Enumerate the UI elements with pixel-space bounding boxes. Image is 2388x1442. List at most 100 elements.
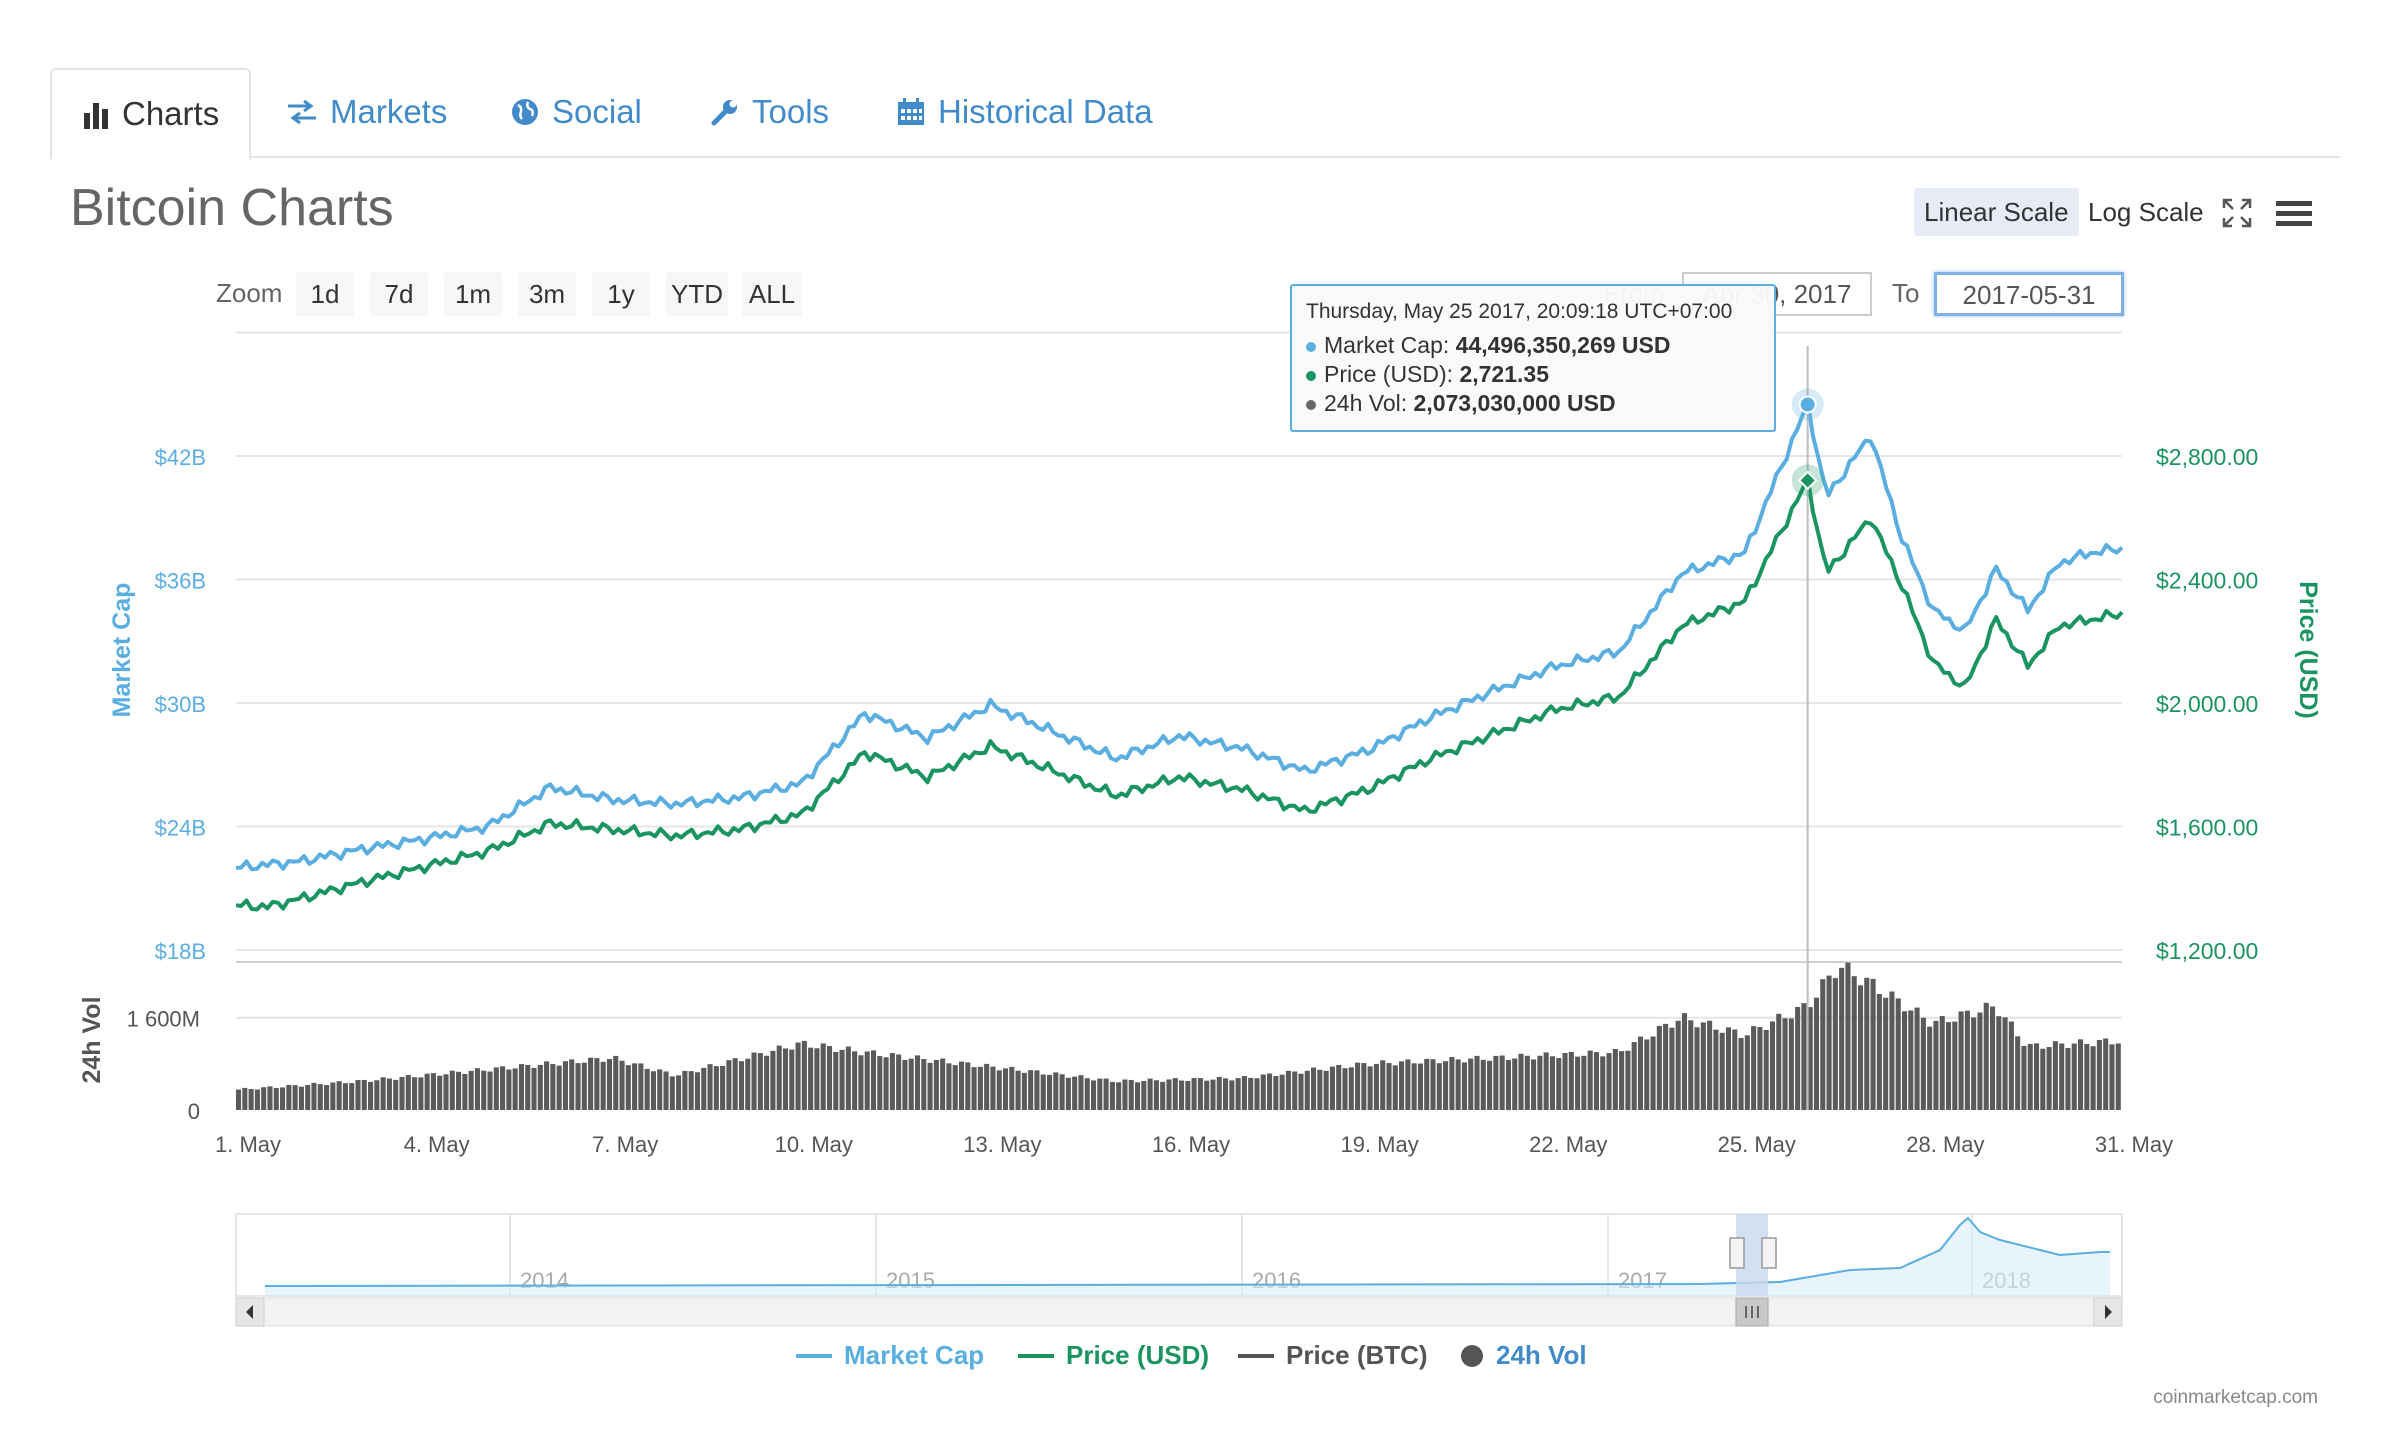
legend-item-volume[interactable]: 24h Vol (1460, 1340, 1587, 1371)
navigator-handle-left[interactable] (1729, 1237, 1745, 1269)
volume-bar (958, 1061, 965, 1110)
zoom-all-button[interactable]: ALL (742, 272, 802, 316)
volume-bar (1562, 1053, 1568, 1110)
volume-bar (946, 1063, 952, 1110)
legend-item-price-btc[interactable]: Price (BTC) (1238, 1340, 1428, 1371)
right-axis-tick: $2,800.00 (2156, 444, 2258, 470)
volume-bar (745, 1058, 751, 1110)
volume-bar (1549, 1056, 1555, 1110)
tab-historical-data[interactable]: Historical Data (896, 68, 1153, 156)
volume-bar (1776, 1013, 1782, 1110)
volume-bar (1241, 1076, 1247, 1110)
zoom-1y-button[interactable]: 1y (592, 272, 650, 316)
to-date-input[interactable]: 2017-05-31 (1934, 272, 2124, 316)
tooltip-volume-value: 2,073,030,000 USD (1413, 390, 1616, 416)
exchange-arrows-icon (288, 99, 316, 125)
volume-bar (2015, 1036, 2021, 1110)
volume-bar (462, 1073, 468, 1110)
zoom-1d-button[interactable]: 1d (296, 272, 354, 316)
volume-bar (1876, 994, 1882, 1110)
volume-bar (833, 1051, 839, 1110)
volume-bar (1317, 1069, 1323, 1110)
x-axis-tick: 22. May (1529, 1132, 1607, 1157)
volume-bar (1191, 1078, 1197, 1110)
legend-price-btc-label: Price (BTC) (1286, 1340, 1428, 1370)
x-axis-tick: 1. May (215, 1132, 281, 1157)
volume-bar (1952, 1021, 1958, 1110)
zoom-7d-button[interactable]: 7d (370, 272, 428, 316)
tab-markets[interactable]: Markets (286, 68, 447, 156)
volume-bar (707, 1064, 713, 1110)
tab-social[interactable]: Social (510, 68, 642, 156)
volume-bar (581, 1062, 587, 1110)
volume-bar (1128, 1079, 1134, 1110)
linear-scale-button[interactable]: Linear Scale (1914, 188, 2079, 236)
volume-bar (1109, 1081, 1115, 1110)
volume-bar (1700, 1022, 1706, 1110)
menu-icon[interactable] (2276, 200, 2312, 228)
volume-bar (1235, 1078, 1241, 1110)
volume-bar (1197, 1078, 1203, 1110)
volume-bar (2002, 1017, 2008, 1110)
volume-bar (1298, 1073, 1304, 1110)
volume-bar (1933, 1020, 1939, 1110)
volume-bar (1631, 1042, 1637, 1110)
volume-bar (1575, 1056, 1581, 1110)
volume-bar (1807, 1007, 1813, 1110)
fullscreen-icon[interactable] (2222, 198, 2252, 228)
volume-bar (418, 1077, 424, 1110)
tab-tools[interactable]: Tools (710, 68, 829, 156)
volume-bar (1455, 1059, 1461, 1110)
volume-bar (1405, 1059, 1411, 1110)
volume-bar (1210, 1079, 1216, 1110)
volume-bar (1543, 1052, 1549, 1110)
tab-charts[interactable]: Charts (50, 68, 252, 160)
volume-bar (1417, 1063, 1423, 1110)
scrollbar-track[interactable] (235, 1297, 2123, 1327)
volume-circle-icon (1461, 1344, 1483, 1367)
volume-bar (1311, 1067, 1317, 1110)
tab-tools-label: Tools (752, 93, 830, 130)
navigator-handle-right[interactable] (1761, 1237, 1777, 1269)
scrollbar-grip-icon[interactable] (1745, 1306, 1759, 1318)
volume-bar (1034, 1070, 1040, 1110)
volume-bar (1443, 1061, 1449, 1110)
volume-bar (311, 1082, 317, 1110)
volume-bar (940, 1058, 946, 1110)
log-scale-button[interactable]: Log Scale (2088, 197, 2204, 227)
legend-item-market-cap[interactable]: Market Cap (796, 1340, 984, 1371)
volume-bar (1065, 1077, 1071, 1110)
legend-item-price-usd[interactable]: Price (USD) (1018, 1340, 1209, 1371)
volume-bar (1637, 1036, 1644, 1110)
credit-link[interactable]: coinmarketcap.com (2153, 1387, 2318, 1408)
volume-bar (676, 1075, 682, 1110)
zoom-1m-button[interactable]: 1m (444, 272, 502, 316)
volume-bar (2052, 1041, 2058, 1110)
price-hover-marker (1797, 470, 1818, 491)
volume-bar (280, 1087, 286, 1110)
zoom-ytd-button[interactable]: YTD (666, 272, 728, 316)
calendar-icon (898, 98, 924, 125)
volume-bar (1367, 1066, 1373, 1110)
volume-bar (770, 1050, 776, 1110)
volume-bar (575, 1063, 581, 1110)
volume-bar (1707, 1020, 1713, 1110)
tab-markets-label: Markets (330, 93, 448, 130)
volume-bar (1725, 1027, 1732, 1110)
volume-bar (1386, 1063, 1392, 1110)
volume-bar (1204, 1080, 1210, 1110)
zoom-3m-button[interactable]: 3m (518, 272, 576, 316)
volume-bar (512, 1068, 518, 1110)
volume-bar (424, 1073, 430, 1110)
volume-bar (1336, 1064, 1342, 1110)
volume-bar (1845, 962, 1851, 1110)
volume-bar (1323, 1070, 1329, 1110)
volume-bar (380, 1077, 386, 1110)
volume-bar (1920, 1017, 1926, 1110)
x-axis-tick: 7. May (592, 1132, 658, 1157)
scrollbar-thumb[interactable] (1735, 1297, 1769, 1327)
market-cap-hover-marker (1798, 395, 1817, 414)
tooltip-market-cap-value: 44,496,350,269 USD (1455, 332, 1671, 358)
volume-bar (764, 1055, 770, 1110)
volume-bar (1361, 1063, 1367, 1110)
